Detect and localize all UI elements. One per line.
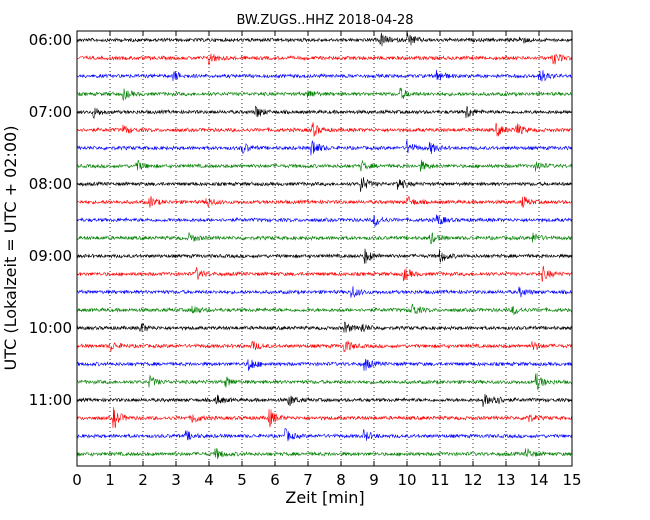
seismic-trace xyxy=(76,232,573,245)
x-tick-label: 11 xyxy=(430,471,449,489)
chart-title: BW.ZUGS..HHZ 2018-04-28 xyxy=(236,13,413,28)
x-tick-label: 2 xyxy=(138,471,148,489)
x-tick-label: 3 xyxy=(171,471,181,489)
x-tick-label: 6 xyxy=(270,471,280,489)
seismic-trace xyxy=(76,196,573,208)
x-tick-label: 1 xyxy=(105,471,115,489)
x-tick-label: 14 xyxy=(529,471,548,489)
seismic-trace xyxy=(76,177,573,192)
y-axis-ticks: 06:00 07:00 08:00 09:00 10:00 11:00 xyxy=(29,31,572,409)
y-tick-label: 06:00 xyxy=(29,31,72,49)
seismic-trace xyxy=(76,32,573,47)
x-axis-label: Zeit [min] xyxy=(285,488,364,507)
x-tick-label: 7 xyxy=(303,471,313,489)
seismic-trace xyxy=(76,340,573,353)
seismic-trace xyxy=(76,373,573,390)
y-tick-label: 11:00 xyxy=(29,391,72,409)
y-tick-label: 09:00 xyxy=(29,247,72,265)
seismic-trace xyxy=(76,407,573,429)
seismic-trace xyxy=(76,428,573,442)
seismic-trace xyxy=(76,447,573,460)
seismic-trace xyxy=(76,53,573,66)
trace-group xyxy=(76,32,573,460)
seismic-trace xyxy=(76,358,573,371)
seismic-trace xyxy=(76,393,573,407)
x-tick-label: 4 xyxy=(204,471,214,489)
seismic-trace xyxy=(76,105,573,119)
seismic-trace xyxy=(76,303,573,316)
x-tick-label: 5 xyxy=(237,471,247,489)
x-tick-label: 13 xyxy=(496,471,515,489)
seismic-trace xyxy=(76,265,573,282)
x-tick-label: 0 xyxy=(72,471,82,489)
seismic-trace xyxy=(76,321,573,333)
seismic-trace xyxy=(76,139,573,156)
seismic-trace xyxy=(76,286,573,298)
x-axis-ticks: 0 1 2 3 4 5 6 7 8 9 10 11 12 13 14 15 xyxy=(72,31,582,489)
x-tick-label: 10 xyxy=(397,471,416,489)
seismic-trace xyxy=(76,248,573,264)
y-tick-label: 10:00 xyxy=(29,319,72,337)
y-tick-label: 07:00 xyxy=(29,103,72,121)
x-tick-label: 15 xyxy=(562,471,581,489)
x-tick-label: 9 xyxy=(369,471,379,489)
seismic-trace xyxy=(76,159,573,172)
x-tick-label: 8 xyxy=(336,471,346,489)
y-axis-label: UTC (Lokalzeit = UTC + 02:00) xyxy=(1,126,20,371)
seismic-trace xyxy=(76,214,573,227)
seismic-trace xyxy=(76,69,573,82)
x-tick-label: 12 xyxy=(463,471,482,489)
seismic-trace xyxy=(76,122,573,137)
plot-frame xyxy=(76,30,573,467)
y-tick-label: 08:00 xyxy=(29,175,72,193)
seismic-trace xyxy=(76,87,573,101)
